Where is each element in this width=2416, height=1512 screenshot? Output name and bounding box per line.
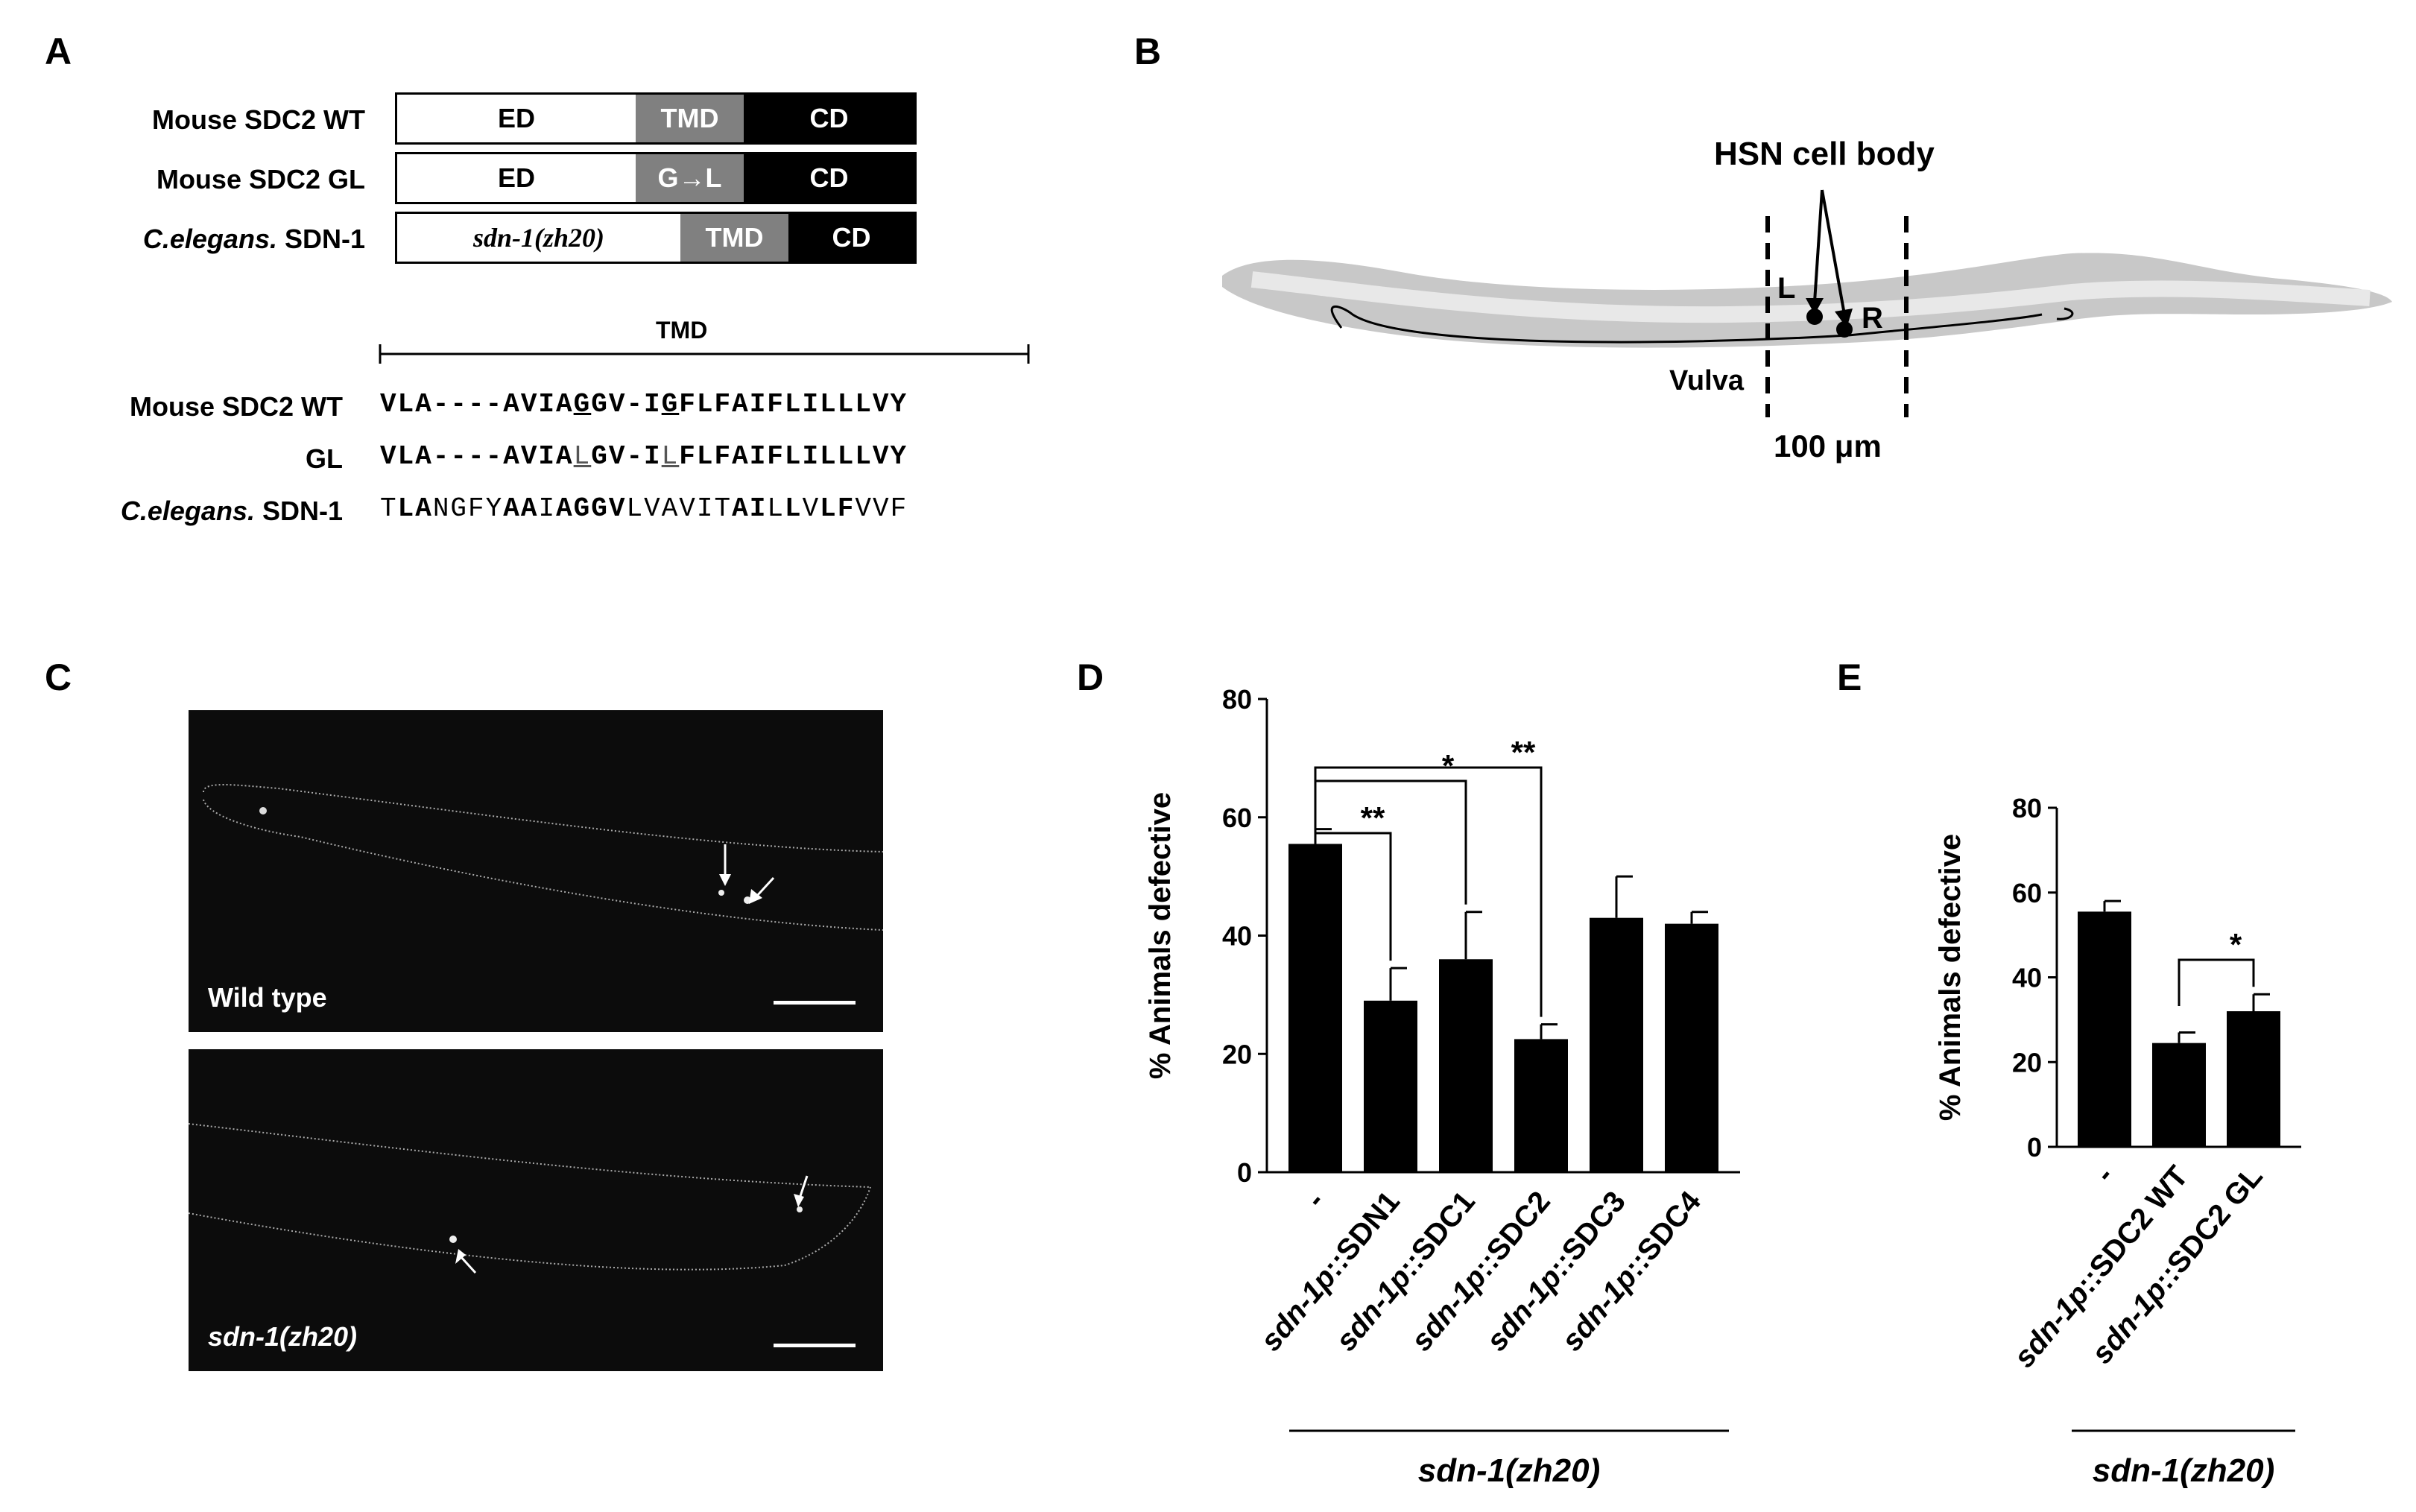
significance-label: ** bbox=[1361, 800, 1385, 835]
significance-bracket bbox=[1314, 766, 1543, 1017]
align-label-gl: GL bbox=[306, 443, 343, 474]
arrowhead-right bbox=[1835, 309, 1853, 328]
row-label-sdn1: C.elegans. SDN-1 bbox=[142, 224, 365, 254]
y-tick-label: 60 bbox=[2012, 878, 2042, 908]
sequence-sdc2-gl: VLA----AVIALGV-ILFLFAIFLILLLVY bbox=[380, 441, 908, 472]
arrow-right bbox=[1821, 189, 1846, 315]
y-tick-label: 80 bbox=[2012, 793, 2042, 823]
worm-outline-wild-type bbox=[203, 784, 883, 931]
worm-schematic bbox=[1222, 189, 2392, 417]
y-tick-label: 0 bbox=[2027, 1132, 2042, 1163]
axon-turn bbox=[2056, 307, 2074, 320]
bar bbox=[1288, 844, 1342, 1172]
worm-gut bbox=[1250, 271, 2371, 323]
panel-label-d: D bbox=[1077, 657, 1104, 698]
y-tick-label: 40 bbox=[1222, 921, 1252, 952]
hsn-cell-body-title: HSN cell body bbox=[1714, 136, 1935, 172]
label-left: L bbox=[1777, 272, 1796, 305]
y-tick-label: 0 bbox=[1237, 1157, 1252, 1188]
panel-label-a: A bbox=[45, 31, 72, 72]
group-label: sdn-1(zh20) bbox=[1418, 1452, 1600, 1489]
domain-bar-sdn1: sdn-1(zh20) TMD CD bbox=[395, 212, 917, 264]
worm-outline-mutant bbox=[189, 1123, 871, 1274]
bar bbox=[1514, 1039, 1568, 1172]
y-tick-label: 20 bbox=[1222, 1039, 1252, 1069]
panel-label-e: E bbox=[1837, 657, 1862, 698]
align-label-sdc2-wt: Mouse SDC2 WT bbox=[129, 391, 343, 422]
micrograph-sdn1-mutant: sdn-1(zh20) bbox=[189, 1049, 883, 1371]
category-label: - bbox=[2089, 1160, 2120, 1189]
domain-cd: CD bbox=[744, 154, 914, 202]
tmd-bracket bbox=[379, 344, 1030, 364]
hsn-cell-body-right bbox=[1836, 321, 1853, 338]
bar bbox=[1439, 959, 1493, 1172]
sequence-sdc2-wt: VLA----AVIAGGV-IGFLFAIFLILLLVY bbox=[380, 389, 908, 420]
panel-label-b: B bbox=[1134, 31, 1162, 72]
y-tick-label: 80 bbox=[1222, 684, 1252, 715]
bar bbox=[2227, 1011, 2280, 1147]
domain-ed: ED bbox=[397, 95, 636, 142]
significance-label: * bbox=[2230, 927, 2242, 962]
align-label-sdn1: C.elegans. SDN-1 bbox=[120, 496, 343, 526]
category-label: sdn-1p::SDC4 bbox=[1555, 1185, 1707, 1357]
domain-ed: ED bbox=[397, 154, 636, 202]
micrograph-wild-type: Wild type bbox=[189, 710, 883, 1032]
bar bbox=[1590, 917, 1643, 1172]
domain-zh20: sdn-1(zh20) bbox=[397, 214, 680, 262]
y-axis-label: % Animals defective bbox=[1144, 792, 1177, 1079]
hsn-axon bbox=[1330, 305, 2043, 344]
micrograph-label-wild-type: Wild type bbox=[208, 982, 327, 1013]
domain-bar-sdc2-gl: ED G→L CD bbox=[395, 152, 917, 204]
domain-tmd: TMD bbox=[680, 214, 788, 262]
hsn-cell-body-left bbox=[1806, 309, 1823, 325]
group-label: sdn-1(zh20) bbox=[2093, 1452, 2274, 1489]
vulva-label: Vulva bbox=[1669, 365, 1744, 396]
scale-bar bbox=[774, 1001, 856, 1005]
panel-label-c: C bbox=[45, 657, 72, 698]
bar bbox=[2078, 911, 2131, 1147]
arrow-left bbox=[1813, 189, 1824, 303]
y-tick-label: 60 bbox=[1222, 803, 1252, 833]
scale-label: 100 μm bbox=[1774, 428, 1882, 464]
domain-cd: CD bbox=[788, 214, 914, 262]
sequence-sdn1: TLANGFYAAIAGGVLVAVITAILLVLFVVF bbox=[380, 493, 908, 524]
row-label-sdc2-gl: Mouse SDC2 GL bbox=[156, 164, 365, 194]
bar bbox=[1364, 1000, 1417, 1172]
bar bbox=[2152, 1043, 2206, 1147]
significance-label: ** bbox=[1511, 735, 1536, 770]
bar bbox=[1665, 923, 1718, 1172]
significance-label: * bbox=[1442, 748, 1455, 783]
domain-tmd: TMD bbox=[636, 95, 744, 142]
domain-bar-sdc2-wt: ED TMD CD bbox=[395, 92, 917, 145]
y-axis-label: % Animals defective bbox=[1934, 834, 1967, 1121]
label-right: R bbox=[1862, 302, 1883, 335]
row-label-sdc2-wt: Mouse SDC2 WT bbox=[151, 104, 365, 135]
tmd-bracket-label: TMD bbox=[656, 317, 708, 344]
category-label: - bbox=[1300, 1186, 1331, 1214]
scale-bar bbox=[774, 1344, 856, 1347]
significance-bracket bbox=[2178, 958, 2255, 1006]
domain-cd: CD bbox=[744, 95, 914, 142]
significance-bracket bbox=[1314, 823, 1392, 961]
y-tick-label: 20 bbox=[2012, 1047, 2042, 1078]
arrowhead-left bbox=[1806, 298, 1824, 314]
micrograph-label-mutant: sdn-1(zh20) bbox=[208, 1321, 358, 1352]
y-tick-label: 40 bbox=[2012, 963, 2042, 993]
domain-gl-mutation: G→L bbox=[636, 154, 744, 202]
